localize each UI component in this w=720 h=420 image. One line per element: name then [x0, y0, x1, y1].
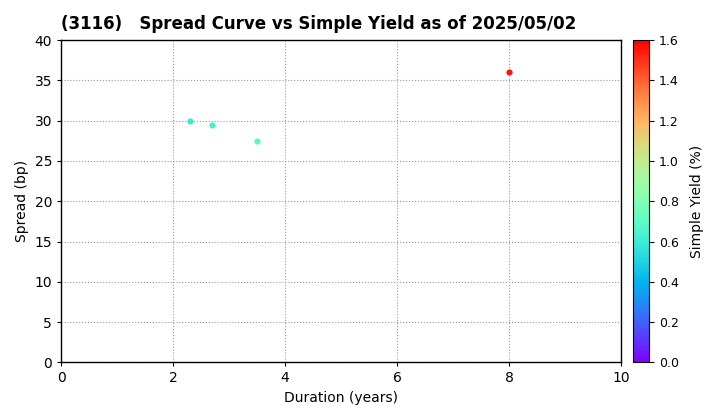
Point	[503, 69, 515, 76]
Point	[207, 121, 218, 128]
Y-axis label: Spread (bp): Spread (bp)	[15, 160, 29, 242]
Y-axis label: Simple Yield (%): Simple Yield (%)	[690, 145, 703, 258]
Point	[184, 117, 196, 124]
Point	[251, 137, 263, 144]
X-axis label: Duration (years): Duration (years)	[284, 391, 398, 405]
Text: (3116)   Spread Curve vs Simple Yield as of 2025/05/02: (3116) Spread Curve vs Simple Yield as o…	[61, 15, 577, 33]
